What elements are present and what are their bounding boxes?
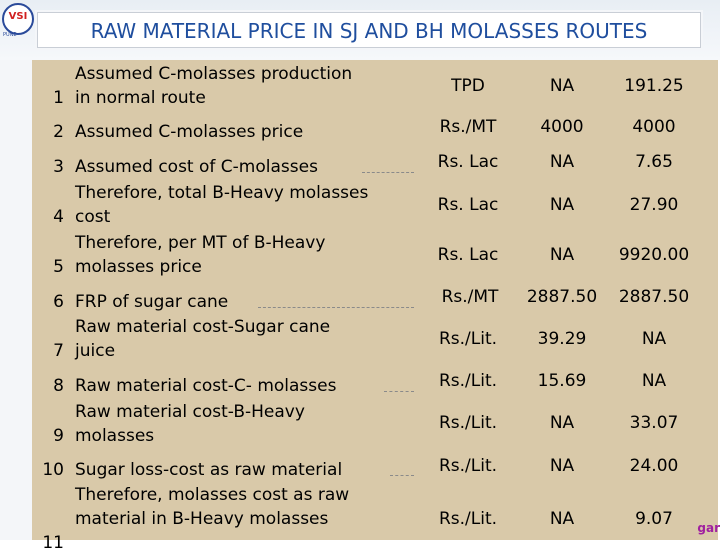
vsi-logo: VSI	[2, 3, 34, 35]
row-number: 11	[42, 533, 64, 553]
row-bh-value: 9920.00	[618, 245, 690, 265]
row-description: Assumed C-molasses price	[75, 122, 304, 142]
slide-left-margin	[0, 60, 32, 540]
row-description: Therefore, per MT of B-Heavy	[75, 233, 326, 253]
logo-subtext: PUNE	[3, 32, 17, 38]
row-unit: Rs./Lit.	[438, 371, 498, 391]
dashed-separator	[362, 172, 414, 173]
row-description: Therefore, molasses cost as raw	[75, 485, 350, 505]
row-sj-value: 2887.50	[526, 287, 598, 307]
page-title: RAW MATERIAL PRICE IN SJ AND BH MOLASSES…	[90, 19, 648, 43]
row-number: 8	[53, 376, 64, 396]
row-bh-value: 7.65	[635, 152, 673, 172]
row-description: Raw material cost-Sugar cane	[75, 317, 331, 337]
row-number: 5	[53, 257, 64, 277]
row-number: 2	[53, 122, 64, 142]
footer-corner-text: gar	[697, 521, 720, 535]
price-table	[32, 60, 718, 540]
row-unit: Rs. Lac	[437, 245, 499, 265]
row-description-cont: cost	[75, 207, 111, 227]
logo-text: VSI	[8, 11, 28, 22]
row-number: 4	[53, 207, 64, 227]
row-description: Sugar loss-cost as raw material	[75, 460, 343, 480]
row-description-cont: molasses	[75, 426, 155, 446]
row-description: FRP of sugar cane	[75, 292, 229, 312]
row-bh-value: NA	[641, 329, 667, 349]
row-unit: Rs./Lit.	[438, 329, 498, 349]
row-sj-value: 4000	[540, 117, 584, 137]
row-sj-value: 39.29	[537, 329, 587, 349]
dashed-separator	[384, 391, 414, 392]
row-bh-value: 27.90	[629, 195, 679, 215]
row-description-cont: in normal route	[75, 88, 206, 108]
row-unit: Rs./MT	[441, 287, 499, 307]
row-bh-value: 33.07	[629, 413, 679, 433]
row-number: 9	[53, 426, 64, 446]
row-description: Raw material cost-C- molasses	[75, 376, 337, 396]
row-bh-value: 4000	[632, 117, 676, 137]
row-unit: Rs./Lit.	[438, 456, 498, 476]
row-number: 6	[53, 292, 64, 312]
row-sj-value: NA	[549, 245, 575, 265]
row-description: Raw material cost-B-Heavy	[75, 402, 305, 422]
row-description: Assumed cost of C-molasses	[75, 157, 318, 177]
title-box: RAW MATERIAL PRICE IN SJ AND BH MOLASSES…	[37, 12, 701, 48]
row-bh-value: 24.00	[629, 456, 679, 476]
row-description-cont: molasses price	[75, 257, 202, 277]
row-unit: Rs. Lac	[437, 195, 499, 215]
row-bh-value: 191.25	[624, 76, 684, 96]
row-sj-value: NA	[549, 152, 575, 172]
row-description: Assumed C-molasses production	[75, 64, 353, 84]
row-sj-value: 15.69	[537, 371, 587, 391]
row-sj-value: NA	[549, 509, 575, 529]
row-bh-value: 9.07	[635, 509, 673, 529]
dashed-separator	[390, 475, 414, 476]
row-unit: Rs. Lac	[437, 152, 499, 172]
row-sj-value: NA	[549, 456, 575, 476]
row-description-cont: juice	[75, 341, 116, 361]
row-number: 1	[53, 88, 64, 108]
row-unit: Rs./Lit.	[438, 413, 498, 433]
row-bh-value: 2887.50	[618, 287, 690, 307]
row-sj-value: NA	[549, 195, 575, 215]
row-unit: Rs./MT	[439, 117, 497, 137]
row-unit: TPD	[451, 76, 485, 96]
row-number: 3	[53, 157, 64, 177]
dashed-separator	[258, 307, 414, 308]
row-description: Therefore, total B-Heavy molasses	[75, 183, 369, 203]
row-unit: Rs./Lit.	[438, 509, 498, 529]
row-bh-value: NA	[641, 371, 667, 391]
row-sj-value: NA	[549, 76, 575, 96]
row-sj-value: NA	[549, 413, 575, 433]
row-number: 10	[42, 460, 64, 480]
row-description-cont: material in B-Heavy molasses	[75, 509, 329, 529]
row-number: 7	[53, 341, 64, 361]
